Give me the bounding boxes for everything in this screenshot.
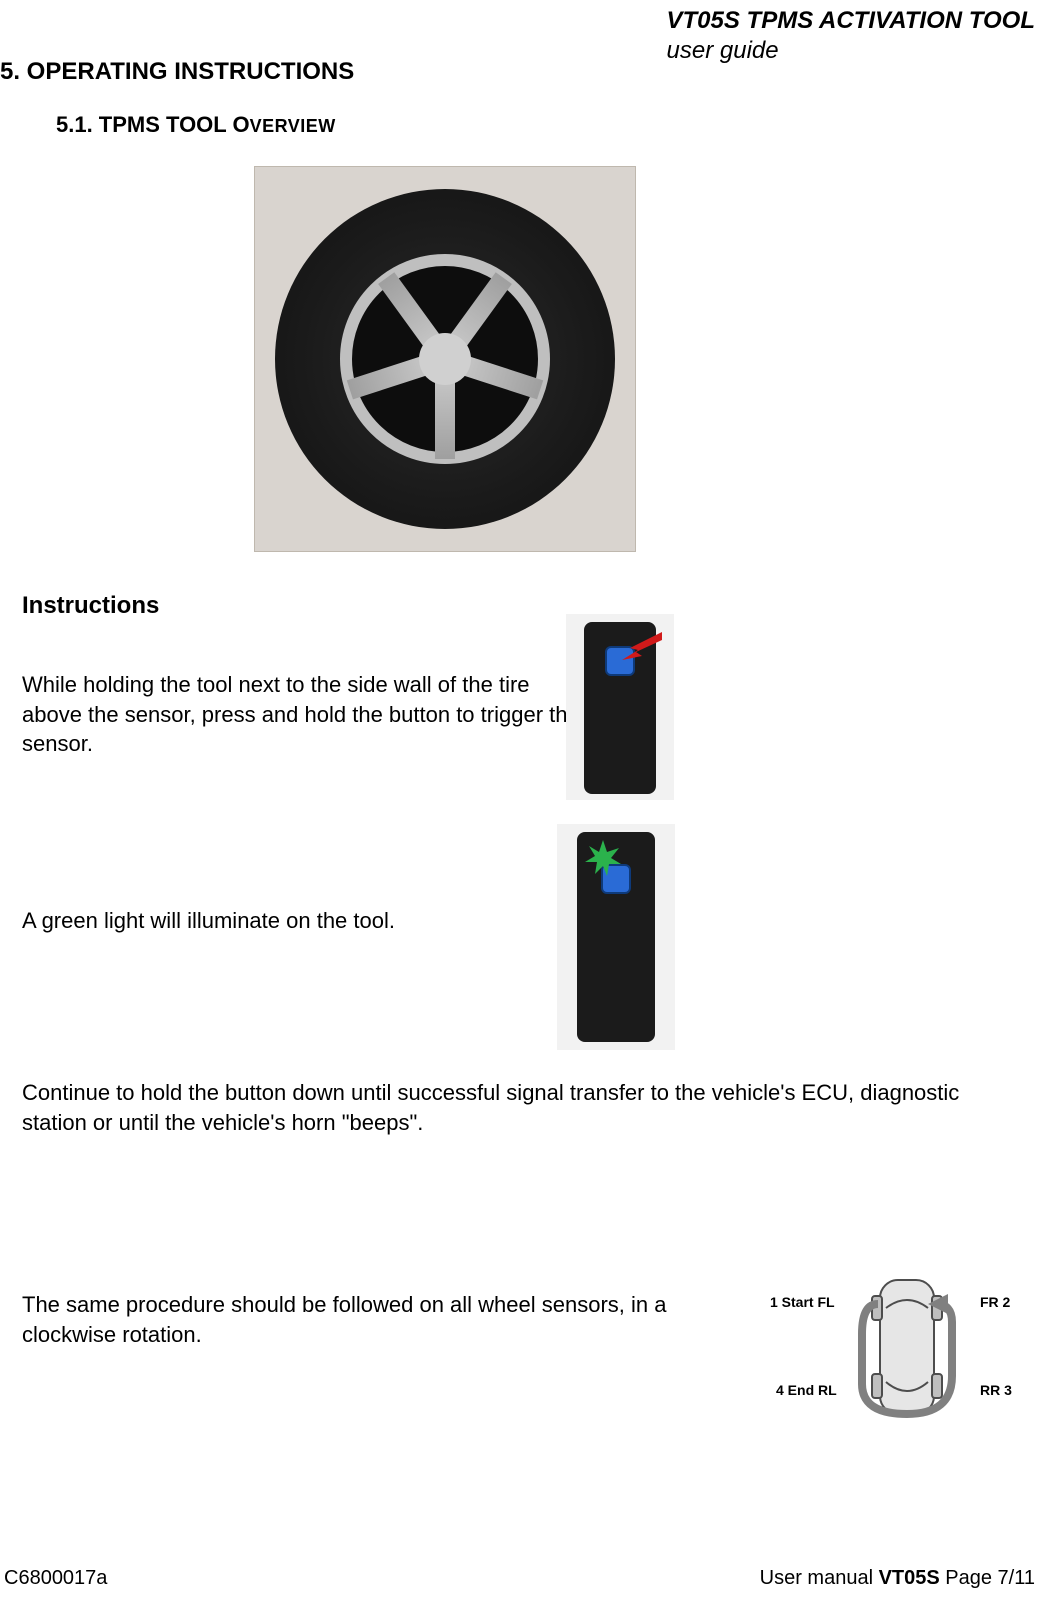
car-svg: [770, 1264, 1020, 1434]
car-rotation-diagram: 1 Start FL FR 2 4 End RL RR 3: [770, 1264, 1020, 1434]
footer-pre: User manual: [760, 1567, 879, 1589]
label-fl: 1 Start FL: [770, 1294, 835, 1310]
footer-bold: VT05S: [879, 1567, 940, 1589]
instruction-step-3: Continue to hold the button down until s…: [22, 1078, 1002, 1137]
hub-graphic: [419, 333, 471, 385]
rim-graphic: [340, 254, 550, 464]
instruction-step-1: While holding the tool next to the side …: [22, 670, 582, 759]
header-subtitle: user guide: [667, 36, 1035, 66]
footer-page: User manual VT05S Page 7/11: [760, 1567, 1035, 1590]
tire-graphic: [275, 189, 615, 529]
label-rr: RR 3: [980, 1382, 1012, 1398]
instruction-step-4: The same procedure should be followed on…: [22, 1290, 762, 1349]
wheel-photo: [254, 166, 636, 552]
instructions-heading: Instructions: [22, 592, 159, 620]
subsection-suffix: VERVIEW: [250, 116, 336, 136]
instruction-step-2: A green light will illuminate on the too…: [22, 906, 582, 936]
section-heading: 5. OPERATING INSTRUCTIONS: [0, 58, 354, 86]
footer-post: Page 7/11: [940, 1567, 1035, 1589]
page-header: VT05S TPMS ACTIVATION TOOL user guide: [667, 6, 1035, 66]
green-light-icon: [583, 838, 623, 878]
label-fr: FR 2: [980, 1294, 1010, 1310]
page: VT05S TPMS ACTIVATION TOOL user guide 5.…: [0, 0, 1039, 1620]
subsection-prefix: 5.1. TPMS TOOL O: [56, 112, 250, 137]
tool-image-press: [566, 614, 674, 800]
red-arrow-icon: [614, 630, 664, 662]
label-rl: 4 End RL: [776, 1382, 837, 1398]
header-title: VT05S TPMS ACTIVATION TOOL: [667, 6, 1035, 36]
tool-image-greenlight: [557, 824, 675, 1050]
footer-doc-id: C6800017a: [4, 1567, 107, 1590]
subsection-heading: 5.1. TPMS TOOL OVERVIEW: [56, 112, 336, 138]
